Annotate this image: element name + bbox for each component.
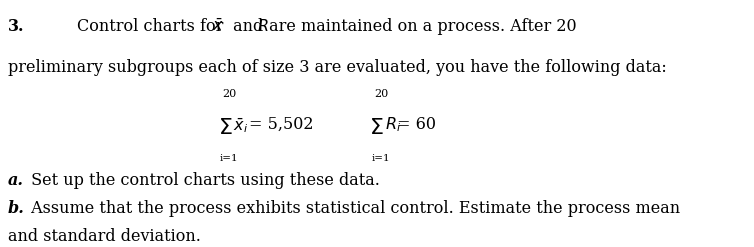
Text: a.: a. — [8, 172, 24, 189]
Text: and standard deviation.: and standard deviation. — [8, 228, 201, 245]
Text: preliminary subgroups each of size 3 are evaluated, you have the following data:: preliminary subgroups each of size 3 are… — [8, 59, 667, 76]
Text: $\Sigma$: $\Sigma$ — [218, 117, 232, 139]
Text: $\bar{x}$: $\bar{x}$ — [213, 18, 225, 35]
Text: b.: b. — [8, 200, 25, 217]
Text: i=1: i=1 — [219, 154, 238, 163]
Text: 20: 20 — [222, 89, 237, 99]
Text: Set up the control charts using these data.: Set up the control charts using these da… — [26, 172, 380, 189]
Text: = 60: = 60 — [397, 116, 436, 133]
Text: = 5,502: = 5,502 — [250, 116, 314, 133]
Text: $R_i$: $R_i$ — [385, 116, 401, 134]
Text: and: and — [228, 18, 268, 35]
Text: Assume that the process exhibits statistical control. Estimate the process mean: Assume that the process exhibits statist… — [26, 200, 681, 217]
Text: $\Sigma$: $\Sigma$ — [369, 117, 384, 139]
Text: $R$: $R$ — [256, 18, 268, 35]
Text: Control charts for: Control charts for — [77, 18, 228, 35]
Text: 3.: 3. — [8, 18, 24, 35]
Text: $\bar{x}_i$: $\bar{x}_i$ — [234, 116, 249, 135]
Text: i=1: i=1 — [372, 154, 391, 163]
Text: are maintained on a process. After 20: are maintained on a process. After 20 — [265, 18, 577, 35]
Text: 20: 20 — [374, 89, 388, 99]
